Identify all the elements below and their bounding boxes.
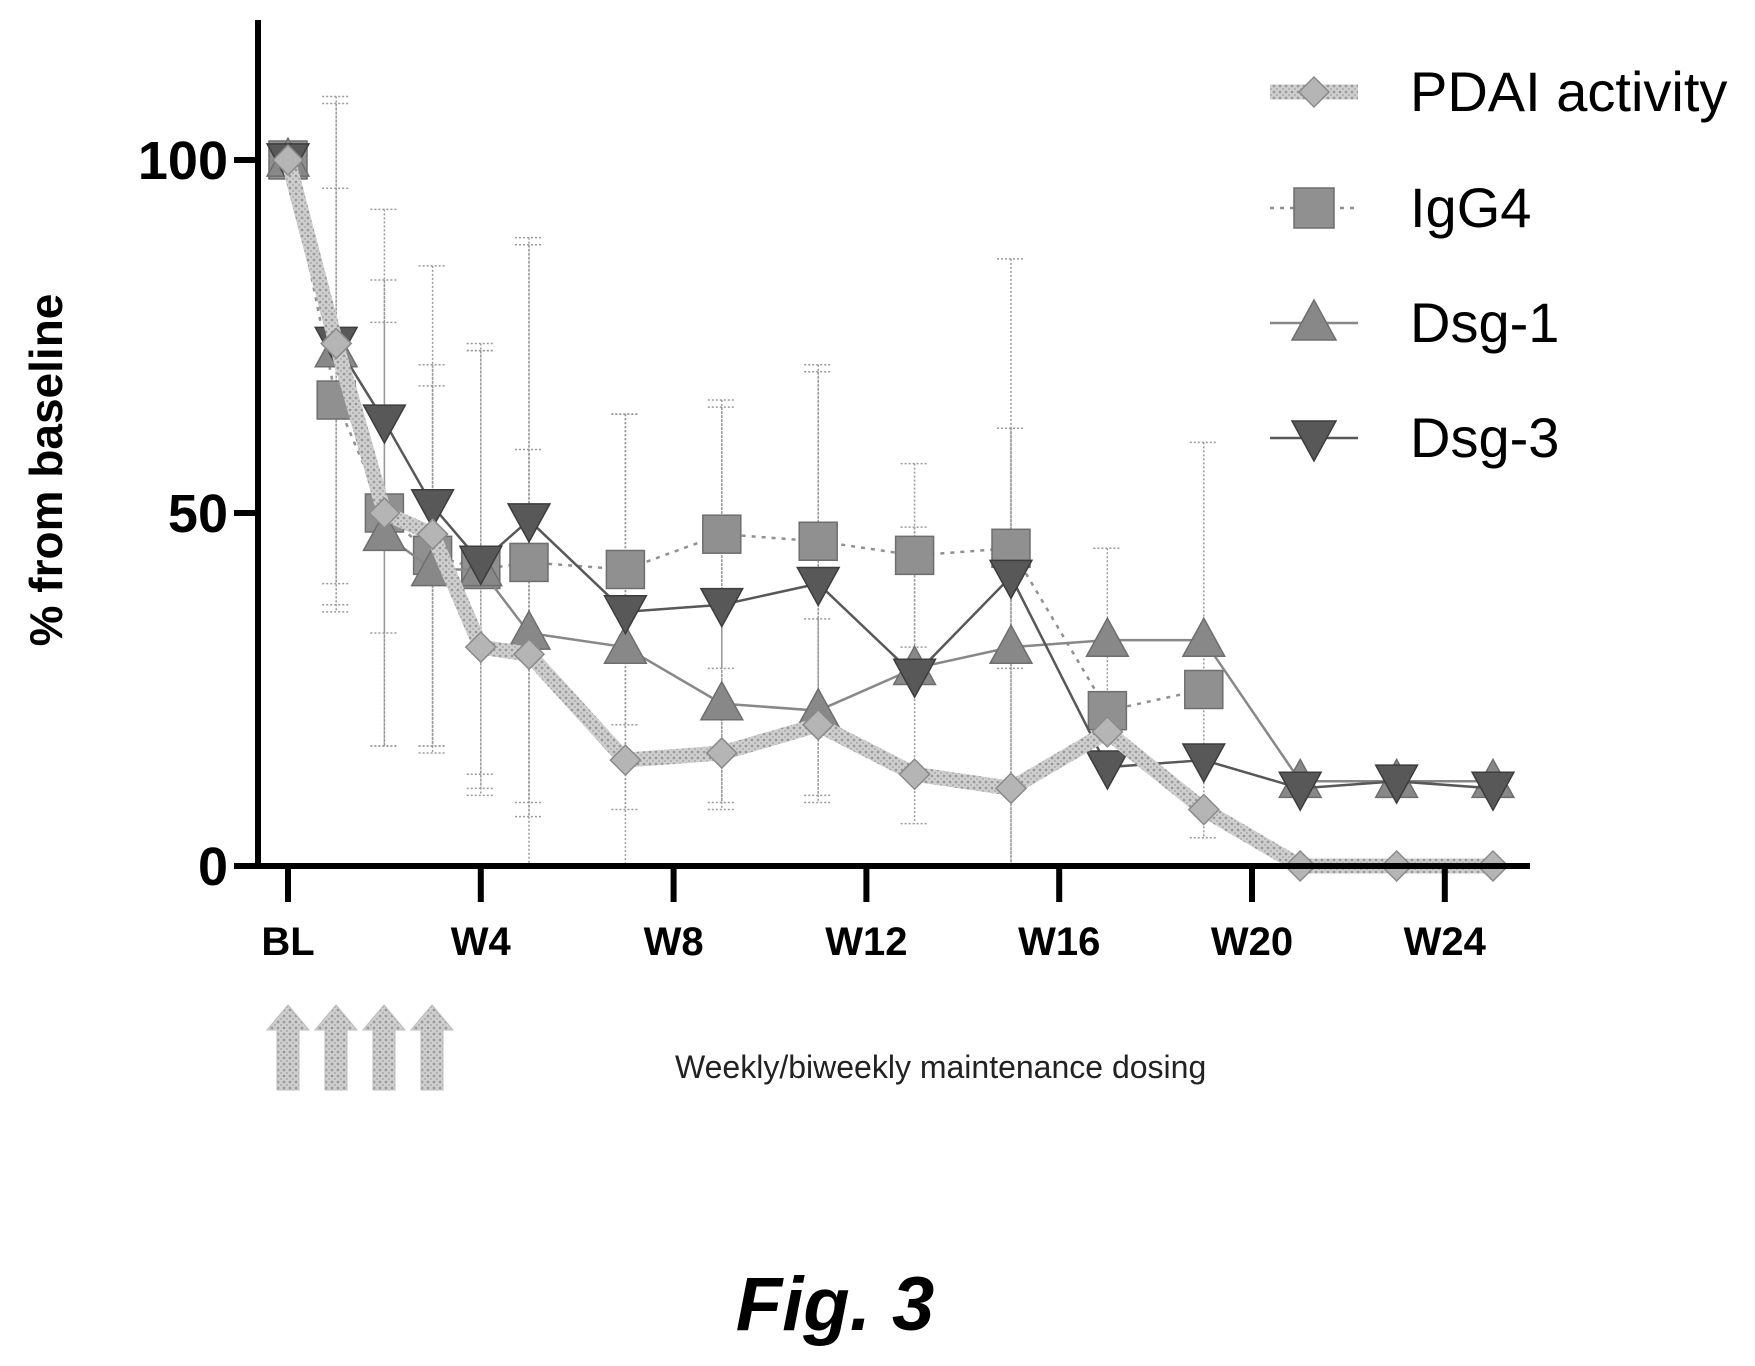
- legend-label: Dsg-3: [1410, 406, 1559, 469]
- dosing-arrow: [313, 1004, 359, 1091]
- y-ticks: 0 50 100: [138, 131, 258, 897]
- y-axis-label: % from baseline: [20, 294, 72, 647]
- data-point: [458, 545, 503, 586]
- data-point: [898, 758, 931, 791]
- data-point: [988, 559, 1034, 600]
- series-line: [286, 159, 1205, 713]
- data-point: [603, 623, 648, 665]
- data-point: [512, 638, 546, 671]
- legend-entry: PDAI activity: [1270, 60, 1727, 123]
- legend: PDAI activity IgG4 Dsg-1 Dsg-3: [1270, 60, 1727, 469]
- x-tick-label: W24: [1404, 920, 1487, 964]
- x-tick-label: W16: [1018, 920, 1100, 964]
- x-tick-label: W4: [451, 920, 512, 964]
- series-dsg-1: [265, 136, 1516, 799]
- data-point: [802, 708, 835, 741]
- figure-label: Fig. 3: [736, 1262, 934, 1347]
- data-point: [892, 658, 937, 699]
- legend-label: Dsg-1: [1410, 291, 1559, 354]
- series-line: [286, 159, 1494, 790]
- x-tick-label: W12: [825, 920, 907, 964]
- data-point: [506, 503, 552, 544]
- data-point: [416, 518, 449, 551]
- data-point: [320, 327, 353, 360]
- y-tick-label: 50: [168, 484, 228, 544]
- data-point: [1374, 764, 1419, 805]
- data-point: [994, 772, 1028, 805]
- legend-swatch-marker: [1290, 298, 1338, 341]
- legend-label: IgG4: [1410, 176, 1531, 239]
- series-line: [286, 159, 1493, 783]
- y-tick-label: 100: [138, 131, 228, 191]
- data-point: [702, 514, 742, 554]
- data-point: [796, 566, 841, 608]
- legend-swatch-marker: [1297, 75, 1331, 109]
- data-point: [1187, 793, 1220, 826]
- x-tick-label: BL: [261, 920, 314, 964]
- series-pdai-activity: [271, 143, 1510, 883]
- series-line: [280, 158, 1493, 874]
- data-point: [1091, 715, 1124, 748]
- data-point: [362, 510, 407, 552]
- data-point: [605, 549, 646, 590]
- data-point: [509, 542, 549, 583]
- data-point: [362, 404, 407, 445]
- dosing-arrow: [265, 1004, 311, 1091]
- x-tick-label: W8: [644, 920, 704, 964]
- data-point: [1085, 616, 1130, 657]
- data-point: [699, 680, 744, 721]
- data-point: [705, 736, 738, 770]
- legend-entry: Dsg-3: [1270, 406, 1559, 469]
- data-point: [1181, 743, 1226, 784]
- data-point: [368, 496, 401, 530]
- data-point: [271, 143, 305, 177]
- legend-swatch-marker: [1293, 187, 1335, 229]
- data-point: [1184, 669, 1224, 710]
- dosing-arrows: [265, 1004, 455, 1091]
- data-point: [1470, 771, 1516, 812]
- data-point: [1278, 771, 1323, 812]
- x-tick-label: W20: [1211, 920, 1293, 964]
- dosing-arrow: [361, 1004, 407, 1091]
- series-layer: [265, 136, 1516, 883]
- dosing-annotation: Weekly/biweekly maintenance dosing: [675, 1049, 1206, 1085]
- data-point: [410, 489, 455, 530]
- legend-label: PDAI activity: [1410, 60, 1727, 123]
- data-point: [1181, 616, 1226, 657]
- data-point: [464, 631, 497, 664]
- series-dsg-3: [265, 143, 1516, 812]
- data-point: [988, 623, 1034, 665]
- data-point: [894, 535, 935, 576]
- legend-swatch-marker: [1290, 420, 1338, 463]
- x-ticks: BL W4 W8 W12 W16 W20 W24: [261, 866, 1487, 964]
- data-point: [798, 521, 838, 561]
- data-point: [699, 587, 744, 629]
- data-point: [1085, 750, 1130, 791]
- data-point: [603, 594, 648, 636]
- data-point: [609, 744, 642, 777]
- dosing-arrow: [409, 1004, 455, 1091]
- legend-entry: Dsg-1: [1270, 291, 1559, 354]
- y-tick-label: 0: [198, 837, 228, 897]
- legend-entry: IgG4: [1270, 176, 1531, 239]
